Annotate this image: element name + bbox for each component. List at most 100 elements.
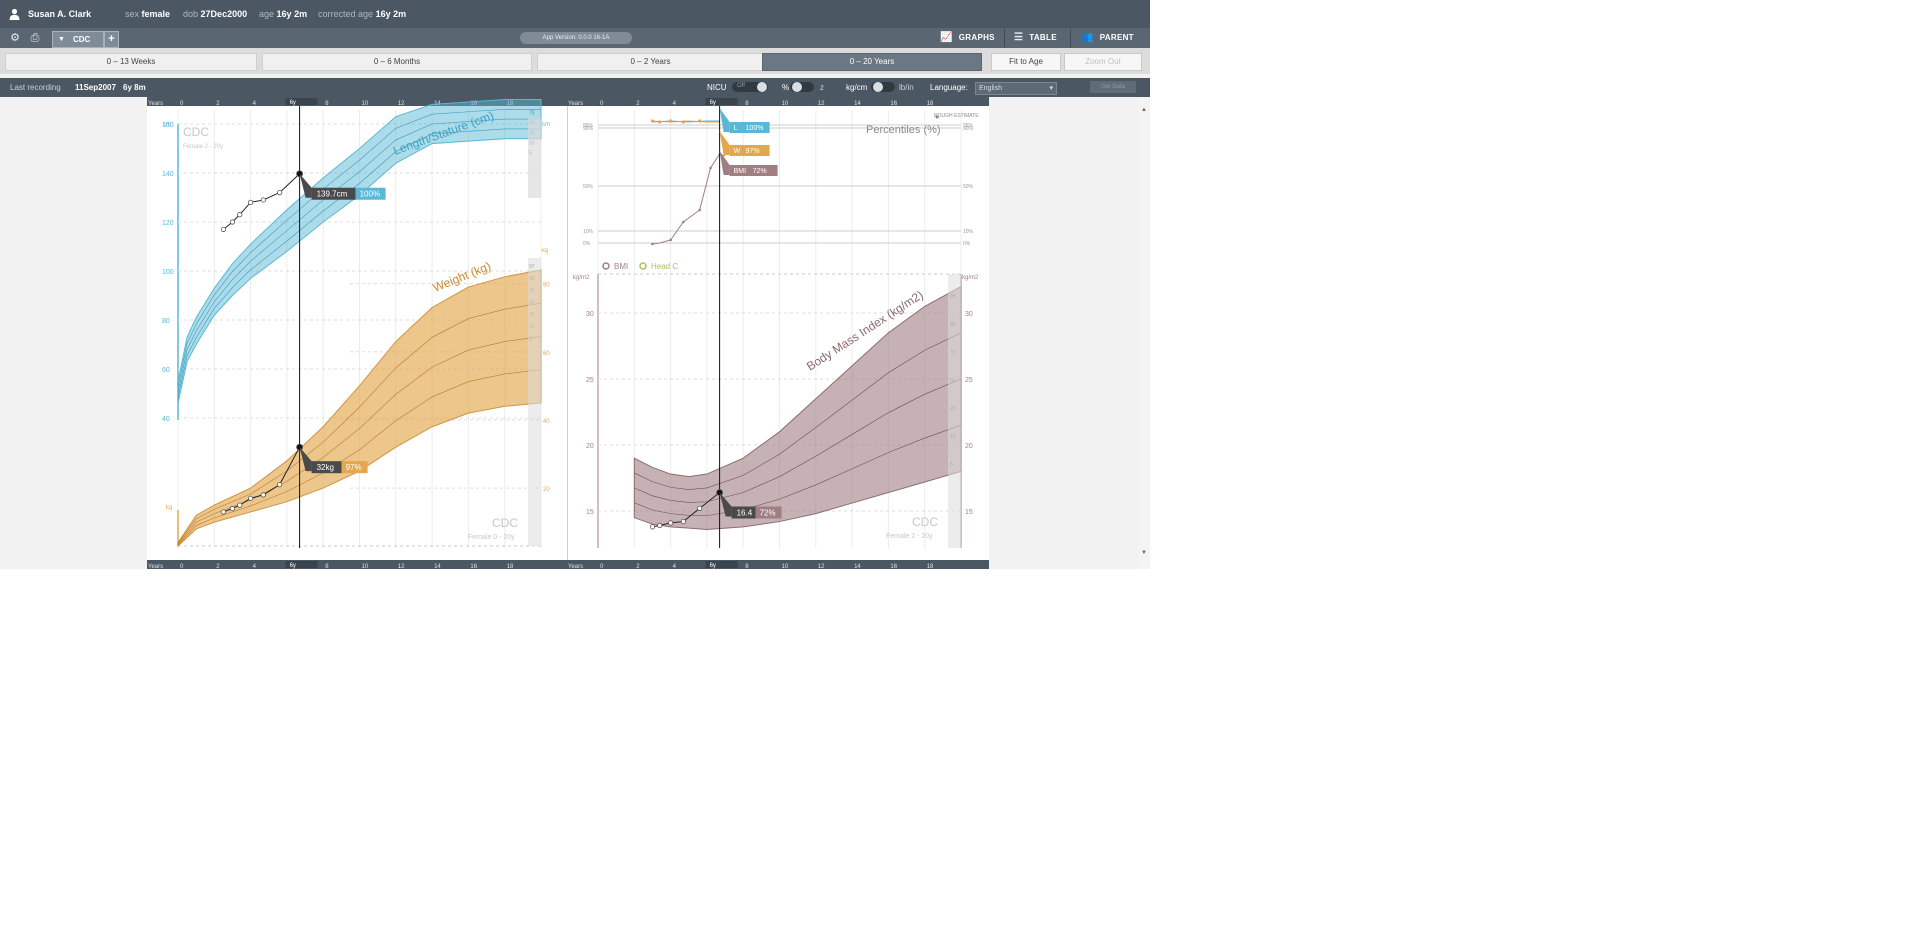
- bmi-end-shade: [948, 274, 961, 548]
- x-tick-label: 4: [673, 564, 677, 569]
- nicu-toggle[interactable]: Off: [732, 82, 768, 92]
- length-tooltip-value: 139.7cm: [317, 190, 348, 199]
- length-measurement-point: [220, 226, 226, 232]
- weight-y-unit-right: kg: [542, 248, 548, 254]
- x-tick-label: 0: [600, 564, 604, 569]
- bmi-subtitle: Female 2 - 20y: [886, 533, 933, 540]
- percentile-y-tick-right: 90%: [963, 126, 974, 132]
- tab-0-20-years[interactable]: 0 – 20 Years: [762, 53, 982, 71]
- length-y-tick: 80: [162, 318, 170, 325]
- tab-0-13-weeks[interactable]: 0 – 13 Weeks: [5, 53, 257, 71]
- get-data-button[interactable]: Get Data: [1090, 81, 1136, 93]
- x-tick-label: 14: [854, 564, 861, 569]
- zoom-out-button[interactable]: Zoom Out: [1064, 53, 1142, 71]
- percentile-y-tick-right: 50%: [963, 184, 974, 190]
- fit-to-age-button[interactable]: Fit to Age: [991, 53, 1061, 71]
- patient-header: Susan A. Clark sex female dob 27Dec2000 …: [0, 0, 1150, 28]
- x-tick-label: 8: [325, 564, 329, 569]
- length-tooltip-pointer: [299, 173, 312, 198]
- x-tick-label: 4: [673, 101, 677, 107]
- gear-icon[interactable]: ⚙: [10, 32, 20, 44]
- language-label: Language:: [930, 83, 968, 92]
- length-tooltip-percentile: 100%: [360, 190, 380, 199]
- dob-field: dob 27Dec2000: [183, 9, 248, 19]
- growth-chart-app: Susan A. Clark sex female dob 27Dec2000 …: [0, 0, 1150, 569]
- weight-y-tick: 40: [543, 419, 550, 425]
- units-toggle[interactable]: [871, 82, 895, 92]
- language-select[interactable]: English ▾: [975, 82, 1057, 95]
- bmi-y-tick-right: 25: [965, 377, 973, 384]
- x-tick-label: 18: [927, 101, 934, 107]
- weight-percentile-line: [177, 302, 542, 544]
- tab-0-2-years[interactable]: 0 – 2 Years: [537, 53, 764, 71]
- bmi-y-tick-right: 15: [965, 509, 973, 516]
- bmi-y-unit: kg/m2: [573, 275, 590, 281]
- x-tick-label: 14: [434, 564, 441, 569]
- length-measurement-point: [248, 199, 254, 205]
- weight-source-label: CDC: [492, 516, 518, 530]
- head-legend[interactable]: Head C: [651, 262, 678, 271]
- print-icon[interactable]: ⎙: [30, 32, 40, 44]
- length-y-unit: cm: [163, 122, 171, 128]
- bmi-percentile-point: [709, 166, 712, 170]
- current-age-label: 6y: [290, 563, 296, 569]
- current-age-label: 6y: [710, 563, 716, 569]
- bmi-percentile-line: [652, 153, 726, 245]
- length-percentile-line: [177, 109, 541, 387]
- bmi-legend[interactable]: BMI: [614, 262, 628, 271]
- tab-0-6-months[interactable]: 0 – 6 Months: [262, 53, 532, 71]
- percentile-point: [650, 119, 655, 123]
- kg-cm-label: kg/cm: [846, 83, 868, 92]
- bmi-percentile-point: [682, 220, 685, 224]
- bmi-tooltip-value: 16.4: [737, 509, 753, 518]
- percentile-tag-pointer: [719, 131, 730, 155]
- length-y-tick: 160: [162, 122, 174, 129]
- x-tick-label: 12: [398, 564, 405, 569]
- length-y-tick: 60: [162, 367, 170, 374]
- x-axis-label: Years: [568, 564, 583, 569]
- weight-measurement-point: [277, 482, 283, 488]
- parent-button[interactable]: 👥 PARENT: [1081, 32, 1134, 43]
- table-button[interactable]: ☰ TABLE: [1014, 32, 1057, 43]
- bmi-tooltip-pointer: [719, 492, 732, 517]
- percentile-y-tick: 10%: [583, 229, 594, 235]
- x-tick-label: 0: [180, 564, 184, 569]
- rough-estimate-legend: ROUGH ESTIMATE: [934, 113, 979, 119]
- percentile-y-tick: 95%: [583, 123, 594, 129]
- percent-z-toggle[interactable]: [790, 82, 814, 92]
- sex-field: sex female: [125, 9, 171, 19]
- bmi-y-tick: 30: [586, 311, 594, 318]
- scroll-down-icon[interactable]: ▼: [1141, 550, 1147, 556]
- length-measurement-point: [277, 190, 283, 196]
- status-bar: Last recording 11Sep2007 6y 8m NICU Off …: [0, 78, 1150, 97]
- x-tick-label: 2: [636, 564, 640, 569]
- toolbar: ⚙ ⎙ ▼ CDC + App Version: 0.0.0 16-1A 📈 GR…: [0, 28, 1150, 48]
- percentile-y-tick-right: 95%: [963, 123, 974, 129]
- weight-tooltip-percentile-bg: [341, 461, 368, 474]
- percentile-y-tick: 50%: [583, 184, 594, 190]
- weight-tooltip-pointer: [299, 447, 312, 472]
- bmi-percentile-point: [669, 238, 672, 242]
- percentile-y-tick-right: 0%: [963, 241, 971, 247]
- bmi-tooltip-value-bg: [731, 506, 756, 519]
- bmi-source-label: CDC: [912, 515, 938, 529]
- list-icon: ☰: [1014, 32, 1024, 43]
- length-measurement-point: [237, 212, 243, 218]
- graphs-button[interactable]: 📈 GRAPHS: [940, 32, 995, 43]
- chart-icon: 📈: [940, 32, 953, 43]
- age-field: age 16y 2m: [259, 9, 308, 19]
- percentile-point: [681, 120, 685, 124]
- scroll-up-icon[interactable]: ▲: [1141, 107, 1147, 113]
- length-measurement-point: [229, 219, 236, 225]
- bmi-percentile-line: [634, 424, 962, 516]
- scrollbar[interactable]: ▲ ▼: [1138, 97, 1150, 569]
- tab-cdc[interactable]: ▼ CDC: [52, 31, 104, 48]
- people-icon: 👥: [1081, 32, 1094, 43]
- add-tab-button[interactable]: +: [104, 31, 119, 48]
- x-tick-label: 2: [216, 564, 220, 569]
- percentile-tag-pointer: [719, 151, 730, 175]
- bmi-y-tick-right: 30: [965, 311, 973, 318]
- bmi-tooltip-percentile-bg: [755, 506, 782, 519]
- x-tick-label: 18: [927, 564, 934, 569]
- percentile-point: [698, 119, 702, 123]
